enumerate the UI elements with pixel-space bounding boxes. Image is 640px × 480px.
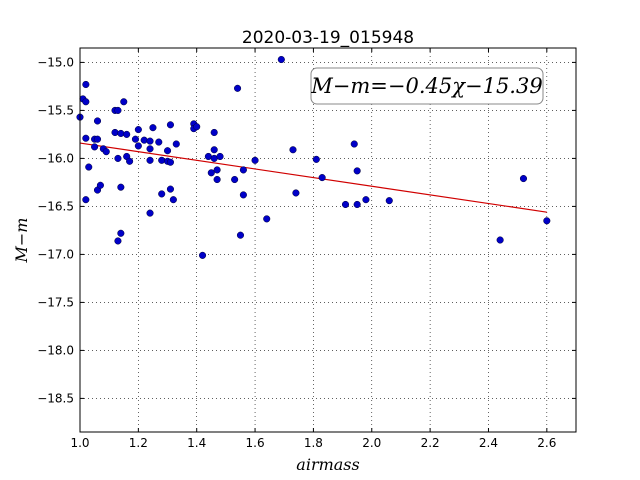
y-tick-label: −15.0: [37, 55, 74, 69]
data-point: [216, 152, 224, 161]
data-point: [131, 135, 139, 143]
data-point: [114, 154, 122, 162]
data-point: [82, 134, 90, 142]
data-point: [543, 217, 551, 225]
data-point: [158, 156, 166, 164]
y-axis-label: M−m: [12, 218, 31, 264]
data-point: [114, 237, 122, 245]
data-point: [93, 117, 102, 125]
fit-line-group: [79, 142, 547, 213]
data-point: [149, 124, 157, 132]
data-point: [312, 155, 320, 163]
data-point: [213, 166, 221, 174]
y-tick-label: −15.5: [37, 103, 74, 117]
data-point: [146, 156, 154, 164]
data-point: [362, 196, 370, 204]
data-point: [292, 189, 300, 197]
x-tick-label: 1.2: [129, 436, 148, 450]
x-axis-label: airmass: [296, 455, 359, 474]
data-point: [210, 128, 218, 137]
data-point: [117, 229, 125, 237]
data-point: [385, 197, 393, 205]
x-tick-label: 1.4: [187, 436, 206, 450]
data-point: [123, 130, 131, 138]
x-tick-label: 1.6: [246, 436, 265, 450]
data-point: [163, 147, 172, 155]
chart-title: 2020-03-19_015948: [242, 28, 414, 48]
data-point: [117, 183, 125, 191]
data-point: [120, 98, 128, 106]
plot-frame: [79, 47, 577, 433]
plot-area: [80, 48, 576, 432]
y-tick-label: −17.5: [37, 295, 74, 309]
data-point: [263, 215, 271, 223]
y-tick-label: −18.5: [37, 391, 74, 405]
data-point: [207, 169, 215, 177]
data-point: [236, 231, 245, 239]
data-point: [353, 167, 361, 175]
data-point: [82, 196, 90, 204]
annotation-frame: [310, 67, 544, 105]
data-point: [93, 135, 102, 143]
grid-lines: [79, 48, 576, 432]
y-tick-label: −18.0: [37, 343, 74, 357]
data-point: [126, 157, 134, 165]
annotation-box: M−m=−0.45χ−15.39: [310, 67, 544, 105]
data-point: [134, 142, 142, 150]
data-point: [172, 140, 180, 148]
x-tick-label: 1.8: [304, 436, 323, 450]
axis-ticks: 1.0 1.2 1.4 1.6 1.8 2.0 2.2 2.4 2.6 −15.0 −15.5 −16…: [37, 48, 576, 450]
data-point: [158, 190, 166, 198]
y-tick-label: −16.5: [37, 199, 74, 213]
data-point: [166, 121, 174, 129]
data-point: [117, 129, 125, 137]
data-point: [496, 236, 504, 244]
data-point: [198, 251, 207, 259]
data-point: [251, 156, 259, 164]
data-point: [341, 200, 350, 209]
data-point: [96, 181, 104, 189]
data-point: [82, 80, 90, 89]
y-tick-label: −17.0: [37, 247, 74, 261]
data-point: [234, 84, 242, 92]
data-point: [91, 143, 99, 151]
data-point: [146, 145, 154, 153]
data-point: [318, 174, 326, 182]
x-tick-label: 1.0: [70, 436, 89, 450]
fit-line: [79, 142, 547, 213]
data-point: [350, 140, 358, 148]
data-point: [239, 191, 247, 199]
data-point: [114, 106, 122, 114]
data-point: [85, 163, 93, 171]
data-point: [210, 146, 218, 154]
data-point: [193, 123, 201, 131]
data-point: [146, 209, 154, 217]
data-point: [519, 175, 528, 183]
data-point: [289, 146, 297, 154]
x-tick-label: 2.0: [362, 436, 381, 450]
data-points: [76, 55, 551, 259]
x-tick-label: 2.4: [479, 436, 498, 450]
x-tick-label: 2.6: [537, 436, 556, 450]
data-point: [166, 158, 174, 166]
fit-equation: M−m=−0.45χ−15.39: [310, 74, 542, 98]
data-point: [82, 98, 90, 106]
data-point: [213, 175, 221, 184]
x-tick-label: 2.2: [421, 436, 440, 450]
data-point: [166, 185, 174, 193]
data-point: [353, 200, 361, 209]
data-point: [231, 175, 239, 184]
data-point: [111, 128, 119, 137]
data-point: [277, 55, 285, 64]
data-point: [169, 196, 177, 204]
y-tick-label: −16.0: [37, 151, 74, 165]
data-point: [134, 126, 142, 134]
data-point: [102, 148, 110, 156]
data-point: [140, 136, 148, 144]
data-point: [155, 138, 163, 146]
data-point: [146, 137, 154, 145]
data-point: [239, 166, 247, 174]
